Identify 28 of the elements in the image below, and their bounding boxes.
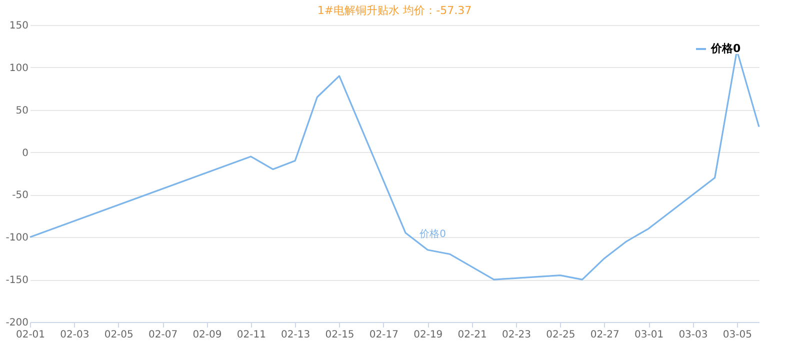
x-tick-label: 02-19 [414, 330, 443, 340]
y-tick-label: 100 [9, 62, 28, 74]
y-tick-label: 0 [22, 148, 28, 159]
x-tick-label: 02-27 [590, 330, 620, 340]
chart-title: 1#电解铜升贴水 均价：-57.37 [317, 4, 472, 17]
x-tick-label: 03-01 [634, 330, 664, 340]
x-tick-label: 02-01 [16, 330, 46, 340]
x-tick-label: 02-17 [369, 330, 398, 340]
annotation: 价格0 [418, 228, 446, 240]
y-tick-label: -100 [6, 232, 28, 244]
y-tick-label: -150 [6, 275, 28, 286]
y-tick-label: -50 [12, 190, 28, 202]
x-tick-label: 03-03 [678, 330, 708, 340]
x-tick-label: 02-03 [60, 330, 90, 340]
legend-label: 价格0 [710, 42, 741, 55]
x-tick-label: 02-09 [192, 330, 222, 340]
y-tick-label: 50 [16, 105, 28, 116]
x-tick-label: 02-15 [325, 330, 354, 340]
x-tick-label: 03-05 [722, 330, 752, 340]
y-tick-label: 150 [9, 20, 28, 32]
x-tick-label: 02-21 [458, 330, 487, 340]
x-tick-label: 02-07 [148, 330, 178, 340]
y-tick-label: -200 [6, 318, 28, 328]
x-tick-label: 02-25 [546, 330, 576, 340]
x-tick-label: 02-11 [236, 330, 266, 340]
x-tick-label: 02-23 [502, 330, 532, 340]
x-tick-label: 02-05 [104, 330, 134, 340]
x-tick-label: 02-13 [281, 330, 310, 340]
